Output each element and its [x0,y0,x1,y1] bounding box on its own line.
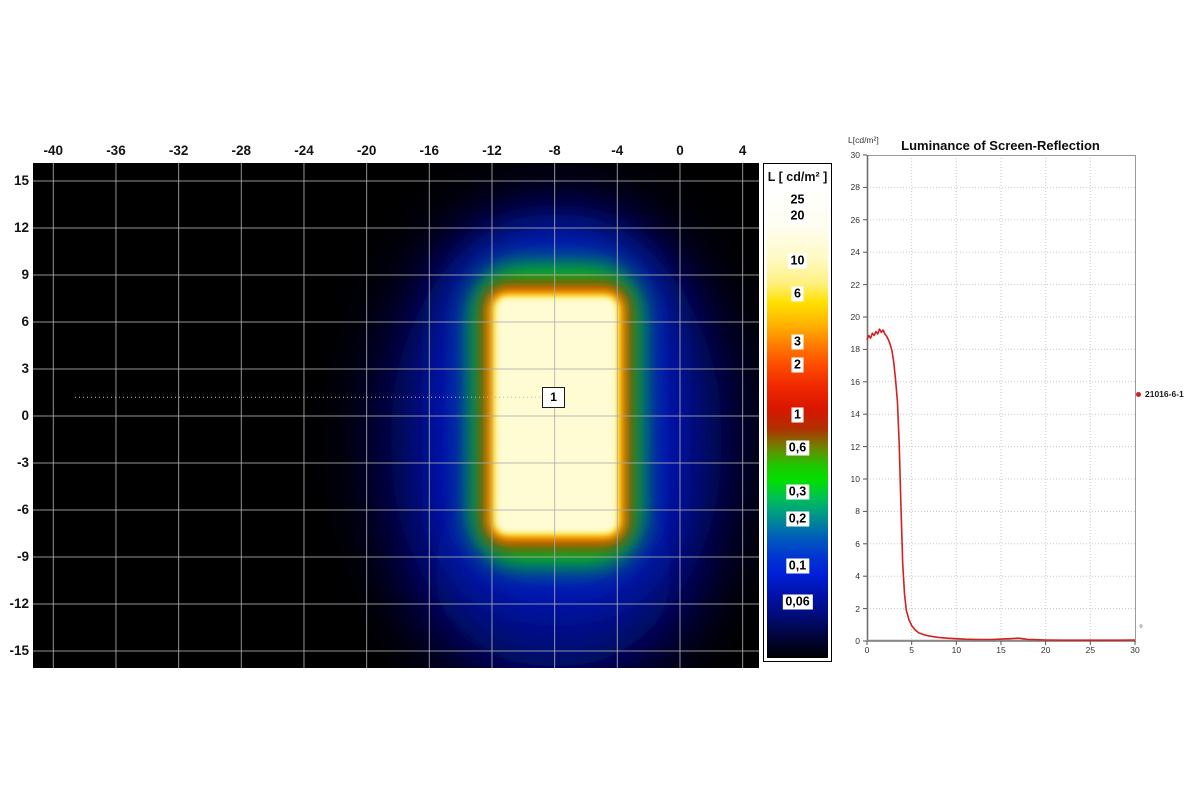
linechart-x-tick-label: 10 [951,645,962,655]
heatmap-x-tick-label: -20 [356,143,377,158]
colorbar-value-label: 10 [787,253,808,269]
heatmap-x-tick-label: -16 [419,143,440,158]
heatmap-y-tick-label: -3 [16,455,29,470]
linechart-y-tick-label: 26 [850,214,860,225]
heatmap-plot [33,163,759,668]
colorbar-gradient: 25 20 10 6 3 2 1 0,6 0,3 0,2 0,1 0,06 [767,190,828,658]
legend-marker-dot [1136,391,1141,397]
linechart-x-tick-label: 0 [864,645,870,655]
linechart-x-tick-label: 15 [996,645,1006,655]
heatmap-x-tick-label: -24 [294,143,314,158]
colorbar-value-label: 2 [791,357,804,373]
linechart-y-tick-label: 6 [855,538,860,549]
colorbar-value-label: 20 [787,208,808,224]
colorbar-value-label: 3 [791,334,804,350]
heatmap-x-tick-label: 4 [738,143,747,158]
colorbar-value-label: 25 [787,192,808,208]
linechart-y-tick-label: 14 [850,409,860,420]
heatmap-x-tick-label: 0 [676,143,684,158]
linechart-y-tick-label: 22 [850,279,860,290]
linechart-y-tick-label: 2 [855,603,860,614]
measure-marker-1[interactable]: 1 [542,387,566,409]
heatmap-x-tick-label: -32 [168,143,189,158]
linechart-y-tick-label: 0 [855,636,860,646]
heatmap-x-tick-label: -40 [43,143,64,158]
colorbar-value-label: 1 [791,407,804,423]
heatmap-y-tick-label: -15 [9,643,29,658]
linechart-y-tick-label: 18 [850,344,860,355]
linechart-y-tick-label: 16 [850,376,860,387]
linechart-y-tick-label: 10 [850,474,860,484]
heatmap-y-tick-label: -9 [16,549,29,564]
x-axis-unit-label: ° [1139,624,1143,635]
reflection-hotspot-blob [390,212,723,668]
linechart-x-tick-label: 5 [909,645,915,655]
heatmap-y-tick-label: 6 [21,314,29,329]
heatmap-gridlines [33,163,759,668]
linechart-y-tick-label: 12 [850,441,860,452]
linechart-x-tick-label: 30 [1130,645,1140,655]
heatmap-x-tick-label: -12 [482,143,502,158]
heatmap-y-tick-label: 12 [13,220,29,235]
colorbar-title: L [ cd/m² ] [767,170,828,184]
colorbar-value-label: 0,3 [785,484,810,500]
heatmap-y-tick-label: 9 [21,267,29,282]
linechart-y-tick-label: 20 [850,312,860,322]
linechart-y-tick-label: 8 [855,506,860,517]
heatmap-y-tick-label: 3 [21,361,29,376]
linechart-y-tick-label: 28 [850,182,860,193]
linechart-gridlines [867,155,1135,641]
colorbar-value-label: 0,06 [782,594,813,610]
linechart-y-tick-label: 4 [855,571,860,582]
legend: 21016-6-1 [1136,389,1184,399]
linechart-y-tick-label: 24 [850,247,860,258]
colorbar-value-label: 6 [791,286,804,302]
chart-title: Luminance of Screen-Reflection [901,138,1100,153]
heatmap-x-tick-label: -28 [231,143,252,158]
heatmap-y-tick-label: -6 [16,502,29,517]
heatmap-x-tick-label: -8 [548,143,561,158]
linechart-y-tick-label: 30 [850,150,860,160]
linechart-x-tick-label: 25 [1085,645,1096,655]
heatmap-x-tick-label: -4 [611,143,624,158]
colorbar-value-label: 0,6 [785,440,810,456]
linechart-x-tick-label: 20 [1040,645,1051,655]
legend-series-label: 21016-6-1 [1145,389,1184,399]
luminance-curve [866,328,1136,642]
heatmap-y-tick-label: 0 [21,408,29,423]
heatmap-y-tick-label: 15 [13,173,29,188]
heatmap-x-tick-label: -36 [106,143,126,158]
y-axis-unit-label: L[cd/m²] [848,135,879,145]
heatmap-y-tick-label: -12 [9,596,29,611]
colorbar-value-label: 0,1 [785,558,810,574]
colorbar-value-label: 0,2 [785,511,810,527]
linechart-plot [863,154,1136,645]
colorbar: L [ cd/m² ] 25 20 10 6 3 2 1 0,6 0,3 0,2 0,1 0,06 [763,163,832,662]
